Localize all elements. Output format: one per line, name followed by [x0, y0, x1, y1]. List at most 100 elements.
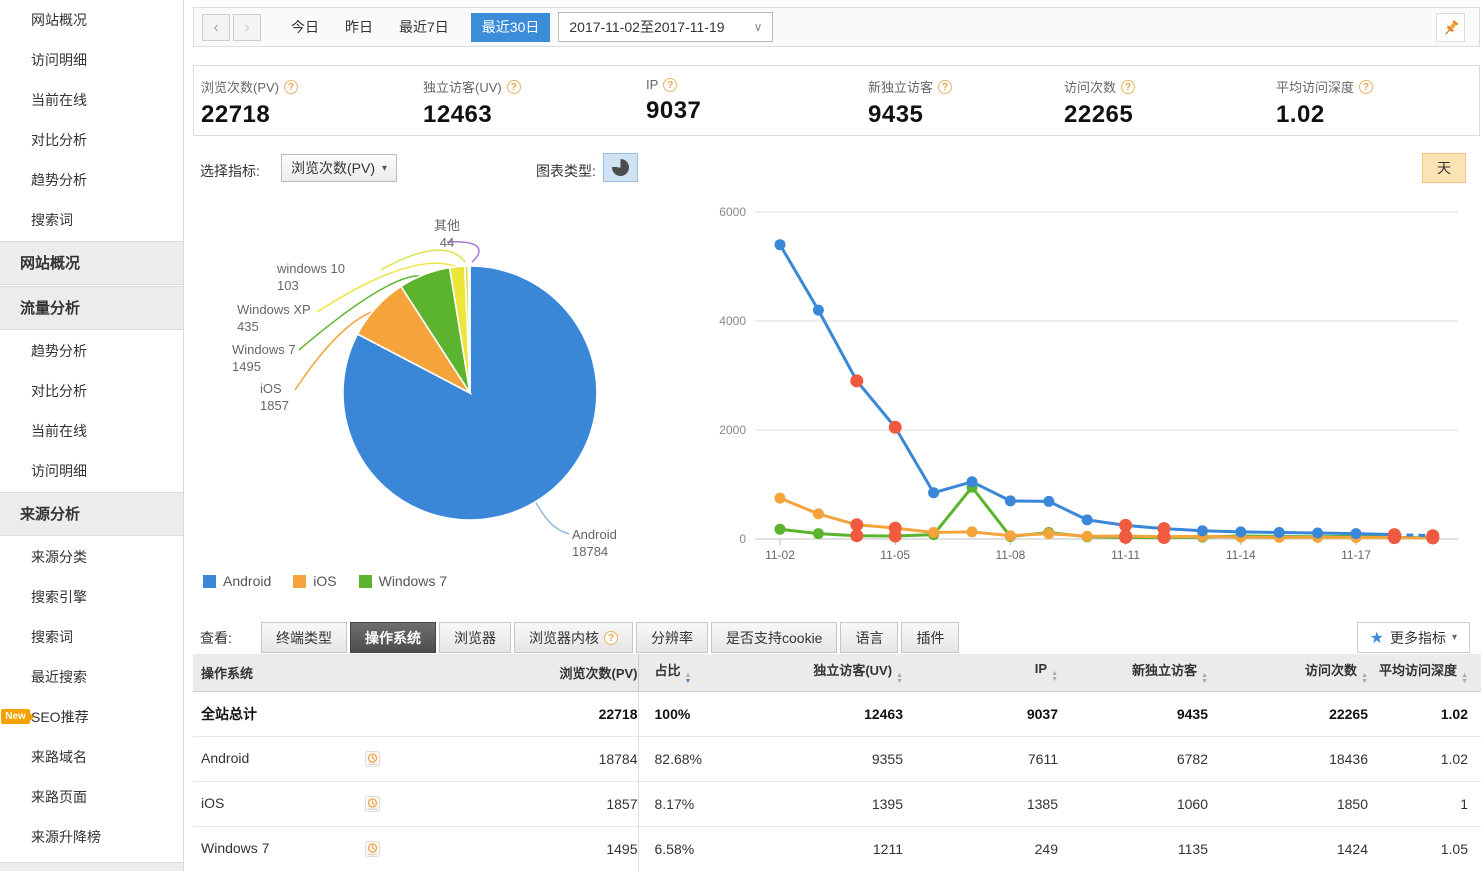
sidebar-item-compare-analysis-2[interactable]: 对比分析 [0, 371, 183, 411]
tab-language[interactable]: 语言 [840, 622, 899, 653]
sidebar-section-source-analysis[interactable]: 来源分析 [0, 492, 183, 536]
svg-text:11-08: 11-08 [995, 548, 1025, 562]
more-metrics-button[interactable]: ★ 更多指标 ▾ [1356, 622, 1470, 653]
sidebar-item-recent-search[interactable]: 最近搜索 [0, 657, 183, 697]
metric-value: 1.02 [1276, 101, 1325, 128]
dimension-tabs: 查看: 终端类型 操作系统 浏览器 浏览器内核? 分辨率 是否支持cookie … [193, 620, 1480, 654]
table-row-ios: iOS 1857 8.17% 1395 1385 1060 1850 1 [193, 781, 1481, 827]
range-yesterday[interactable]: 昨日 [345, 19, 373, 35]
tab-operating-system[interactable]: 操作系统 [350, 622, 436, 653]
help-icon[interactable]: ? [284, 79, 299, 94]
metric-ip: IP? 9037 [646, 77, 701, 125]
header-os[interactable]: 操作系统 [193, 654, 553, 692]
sidebar-menu: 网站概况 访问明细 当前在线 对比分析 趋势分析 搜索词 网站概况 流量分析 趋… [0, 0, 183, 871]
sidebar-item-source-category[interactable]: 来源分类 [0, 537, 183, 577]
sidebar-item-site-overview[interactable]: 网站概况 [0, 0, 183, 40]
row-label-cell: iOS [193, 781, 553, 827]
legend-item-ios[interactable]: iOS [293, 573, 337, 589]
sidebar-item-visit-detail-2[interactable]: 访问明细 [0, 451, 183, 491]
header-uv[interactable]: 独立访客(UV) ▲ ▼ [753, 654, 903, 692]
trend-line-chart[interactable]: 0 2000 4000 6000 11-02 11-05 11-08 11-11 11-14 11… [700, 198, 1481, 570]
tab-cookie-support[interactable]: 是否支持cookie [711, 622, 838, 653]
sort-icons[interactable]: ▲ ▼ [1361, 671, 1368, 685]
metric-visits: 访问次数? 22265 [1064, 77, 1136, 129]
header-avg-depth[interactable]: 平均访问深度 ▲ ▼ [1368, 654, 1481, 692]
chevron-right-icon[interactable]: › [233, 13, 261, 41]
sidebar-item-online-now[interactable]: 当前在线 [0, 80, 183, 120]
tab-plugin[interactable]: 插件 [901, 622, 960, 653]
sidebar-item-online-now-2[interactable]: 当前在线 [0, 411, 183, 451]
pin-button[interactable] [1436, 13, 1465, 42]
sidebar-item-label: 访问明细 [31, 52, 87, 68]
header-new-visitors[interactable]: 新独立访客 ▲ ▼ [1058, 654, 1208, 692]
range-last7[interactable]: 最近7日 [399, 19, 449, 35]
granularity-day-button[interactable]: 天 [1422, 153, 1466, 183]
sidebar-item-referrer-page[interactable]: 来路页面 [0, 777, 183, 817]
cell-visits: 18436 [1208, 736, 1368, 782]
metric-value: 9435 [868, 101, 924, 128]
sidebar-item-referrer-domain[interactable]: 来路域名 [0, 737, 183, 777]
cell-ip: 7611 [903, 736, 1058, 782]
cell-uv: 1395 [753, 781, 903, 827]
metric-select-dropdown[interactable]: 浏览次数(PV) ▾ [281, 154, 398, 182]
row-label-cell: 全站总计 [193, 691, 553, 737]
metric-label: 新独立访客 [868, 80, 934, 95]
chevron-left-icon[interactable]: ‹ [202, 13, 230, 41]
tab-resolution[interactable]: 分辨率 [636, 622, 708, 653]
sort-icons[interactable]: ▲ ▼ [1461, 671, 1468, 685]
sidebar-item-trend-analysis[interactable]: 趋势分析 [0, 160, 183, 200]
sidebar-item-search-terms[interactable]: 搜索词 [0, 200, 183, 240]
header-share[interactable]: 占比 ▲ ▼ [637, 654, 753, 692]
trend-history-icon[interactable] [364, 841, 380, 858]
sidebar-item-source-ranking[interactable]: 来源升降榜 [0, 817, 183, 857]
sort-icons[interactable]: ▲ ▼ [1051, 670, 1058, 684]
sidebar-section-partial[interactable] [0, 862, 183, 871]
help-icon[interactable]: ? [1359, 79, 1374, 94]
sort-icons[interactable]: ▲ ▼ [1201, 671, 1208, 685]
sidebar-item-search-engine[interactable]: 搜索引擎 [0, 577, 183, 617]
range-last30-active[interactable]: 最近30日 [470, 12, 551, 42]
svg-text:11-17: 11-17 [1341, 548, 1371, 562]
help-icon[interactable]: ? [506, 79, 521, 94]
cell-share: 82.68% [637, 736, 753, 782]
metric-label: IP [646, 77, 659, 92]
sidebar-item-visit-detail[interactable]: 访问明细 [0, 40, 183, 80]
help-icon[interactable]: ? [938, 79, 953, 94]
metric-avg-depth: 平均访问深度? 1.02 [1276, 77, 1374, 129]
header-ip[interactable]: IP ▲ ▼ [903, 654, 1058, 692]
tab-device-type[interactable]: 终端类型 [261, 622, 347, 653]
help-icon[interactable]: ? [604, 630, 618, 645]
trend-history-icon[interactable] [364, 751, 380, 768]
help-icon[interactable]: ? [663, 77, 678, 92]
trend-line-chart-area: 0 2000 4000 6000 11-02 11-05 11-08 11-11 11-14 11… [700, 198, 1481, 570]
sort-icons[interactable]: ▲ ▼ [896, 671, 903, 685]
chart-type-pie-button[interactable] [603, 153, 638, 182]
sidebar-item-compare-analysis[interactable]: 对比分析 [0, 120, 183, 160]
sidebar-section-site-overview[interactable]: 网站概况 [0, 241, 183, 285]
leader-line-android [534, 500, 570, 535]
sidebar-item-label: 搜索引擎 [31, 589, 87, 605]
range-today[interactable]: 今日 [291, 19, 319, 35]
legend-label: iOS [313, 573, 337, 589]
sidebar-section-traffic-analysis[interactable]: 流量分析 [0, 286, 183, 330]
pie-chart[interactable] [195, 200, 685, 620]
header-visits[interactable]: 访问次数 ▲ ▼ [1208, 654, 1368, 692]
legend-item-windows7[interactable]: Windows 7 [358, 573, 447, 589]
metric-label: 独立访客(UV) [423, 80, 502, 95]
date-range-value: 2017-11-02至2017-11-19 [569, 19, 725, 35]
svg-text:11-14: 11-14 [1226, 548, 1256, 562]
sidebar-item-search-terms-2[interactable]: 搜索词 [0, 617, 183, 657]
sidebar-item-seo-recommend[interactable]: New SEO推荐 [0, 697, 183, 737]
svg-text:11-05: 11-05 [880, 548, 910, 562]
pie-label-other: 其他 44 [433, 218, 460, 250]
header-pv[interactable]: 浏览次数(PV) [553, 654, 638, 692]
metric-value: 9037 [646, 97, 702, 124]
tab-browser-kernel[interactable]: 浏览器内核? [514, 622, 633, 653]
tab-browser[interactable]: 浏览器 [439, 622, 511, 653]
sidebar-item-trend-analysis-2[interactable]: 趋势分析 [0, 331, 183, 371]
help-icon[interactable]: ? [1121, 79, 1136, 94]
trend-history-icon[interactable] [364, 796, 380, 813]
date-range-select[interactable]: 2017-11-02至2017-11-19 ∨ [558, 12, 774, 42]
sort-icons[interactable]: ▲ ▼ [684, 671, 692, 685]
legend-item-android[interactable]: Android [203, 573, 271, 589]
